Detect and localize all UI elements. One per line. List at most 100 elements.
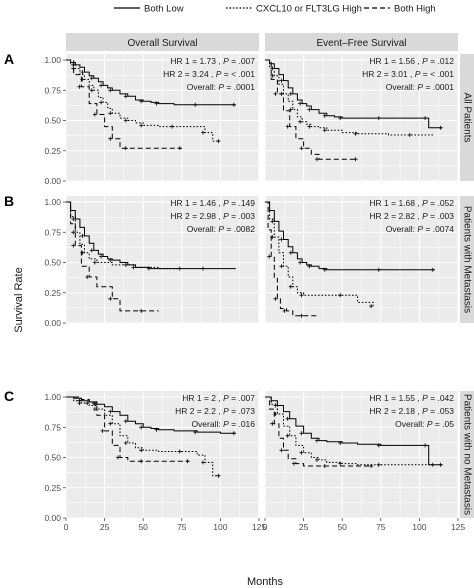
censor-mark	[201, 460, 205, 465]
censor-mark	[71, 230, 76, 235]
censor-mark	[185, 459, 190, 464]
survival-panel: HR 1 = 1.68 , P = .052 HR 2 = 2.82 , P = …	[264, 196, 459, 324]
panel-letter: C	[4, 388, 14, 404]
censor-mark	[154, 427, 159, 432]
p-symbol: P	[417, 82, 423, 92]
p-value: .007	[238, 56, 255, 66]
censor-mark	[353, 131, 358, 136]
hazard-ratio-annotation: HR 1 = 1.46 , P = .149	[170, 198, 255, 208]
censor-mark	[270, 421, 275, 426]
annotation-sep: =	[229, 198, 239, 208]
censor-mark	[338, 116, 343, 121]
row-strip	[460, 196, 474, 323]
censor-mark	[123, 118, 128, 123]
hazard-ratio-annotation: HR 2 = 2.18 , P = .053	[369, 406, 454, 416]
p-symbol: P	[223, 198, 229, 208]
censor-mark	[376, 267, 381, 272]
hazard-ratio-annotation: Overall: P = .0082	[187, 224, 256, 234]
p-value: .016	[238, 419, 255, 429]
y-tick-label: 0.50	[44, 258, 61, 268]
annotation-label: HR 2 = 2.2 ,	[175, 406, 223, 416]
censor-mark	[193, 102, 198, 107]
censor-mark	[299, 450, 304, 455]
censor-mark	[430, 267, 435, 272]
panel-letter: B	[4, 193, 14, 209]
hazard-ratio-annotation: Overall: P = .0074	[386, 224, 455, 234]
survival-panel: 0.00 0.25 0.50 0.75 1.00 HR 1 = 1.73 , P = .0…	[44, 54, 260, 186]
survival-curve-dashed	[66, 59, 182, 149]
censor-mark	[80, 233, 85, 238]
survival-panel: 0 25 50 75 100 125 HR 1 = 1.55 , P = .042 HR 2 …	[263, 391, 465, 532]
censor-mark	[322, 464, 327, 468]
legend-label: Both High	[394, 4, 436, 15]
survival-curve-dashed	[265, 59, 358, 160]
censor-mark	[99, 254, 104, 259]
p-value: .003	[437, 211, 454, 221]
p-value: .149	[238, 198, 255, 208]
censor-mark	[146, 266, 151, 271]
censor-mark	[376, 443, 381, 448]
survival-panel: 0.00 0.25 0.50 0.75 1.00 0 25 50 75 100 125 HR 1 = …	[44, 391, 266, 532]
censor-mark	[307, 124, 312, 129]
p-value: .0001	[234, 82, 256, 92]
row-strip-label: Patients with no Metastasis	[461, 394, 472, 515]
censor-mark	[123, 94, 128, 99]
annotation-sep: =	[229, 406, 239, 416]
x-tick-label: 75	[376, 522, 386, 532]
row-strip	[460, 54, 474, 181]
annotation-sep: =	[420, 69, 430, 79]
censor-mark	[279, 78, 284, 83]
p-value: < .001	[430, 69, 454, 79]
censor-mark	[376, 462, 381, 467]
censor-mark	[322, 113, 327, 118]
censor-mark	[193, 430, 198, 435]
censor-mark	[307, 107, 312, 112]
p-value: .053	[437, 406, 454, 416]
annotation-sep: =	[432, 419, 442, 429]
p-symbol: P	[427, 419, 433, 429]
censor-mark	[139, 99, 144, 104]
annotation-label: HR 1 = 1.68 ,	[369, 198, 422, 208]
survival-curve-dotted	[265, 396, 435, 466]
p-symbol: P	[216, 69, 222, 79]
hazard-ratio-annotation: Overall: P = .05	[395, 419, 454, 429]
censor-mark	[92, 112, 97, 117]
censor-mark	[177, 266, 182, 271]
censor-mark	[216, 473, 221, 478]
annotation-sep: =	[428, 393, 438, 403]
censor-mark	[270, 73, 275, 78]
legend: Both Low CXCL10 or FLT3LG High Both High	[114, 4, 436, 15]
p-symbol: P	[223, 393, 229, 403]
survival-curve-solid	[66, 201, 236, 270]
survival-curve-solid	[265, 201, 435, 271]
censor-mark	[231, 431, 236, 436]
annotation-label: HR 1 = 1.55 ,	[369, 393, 422, 403]
censor-mark	[279, 448, 284, 453]
censor-mark	[216, 139, 221, 144]
censor-mark	[288, 250, 293, 255]
censor-mark	[299, 313, 304, 318]
y-tick-label: 0.50	[44, 453, 61, 463]
y-tick-label: 0.25	[44, 483, 61, 493]
censor-mark	[116, 455, 120, 460]
row-strip-label: Patients with Metastasis	[461, 206, 472, 313]
censor-mark	[282, 308, 287, 313]
censor-mark	[139, 123, 144, 128]
censor-mark	[108, 296, 113, 301]
p-symbol: P	[218, 82, 224, 92]
hazard-ratio-annotation: HR 2 = 2.98 , P = .003	[170, 211, 255, 221]
censor-mark	[315, 457, 319, 462]
censor-mark	[231, 102, 236, 107]
survival-panel: HR 1 = 1.56 , P = .012 HR 2 = 3.01 , P = …	[264, 54, 459, 182]
p-value: .073	[238, 406, 255, 416]
hazard-ratio-annotation: HR 1 = 1.73 , P = .007	[170, 56, 255, 66]
annotation-sep: =	[229, 211, 239, 221]
censor-mark	[299, 146, 304, 151]
censor-mark	[89, 248, 94, 253]
censor-mark	[369, 304, 374, 309]
x-tick-label: 0	[64, 522, 69, 532]
annotation-label: Overall:	[187, 224, 219, 234]
p-symbol: P	[422, 198, 428, 208]
p-symbol: P	[223, 56, 229, 66]
censor-mark	[267, 254, 272, 259]
